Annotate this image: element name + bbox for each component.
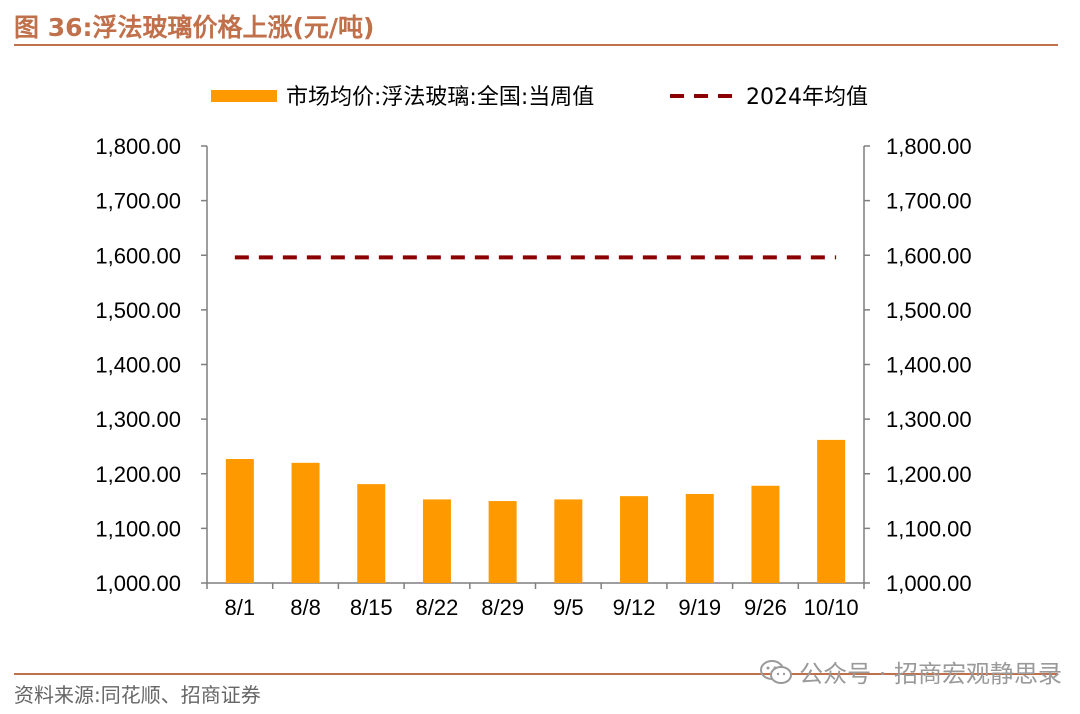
bar [817, 439, 846, 583]
bar [751, 485, 780, 583]
watermark-text: 公众号 · 招商宏观静思录 [799, 660, 1062, 688]
wechat-icon [760, 659, 793, 684]
bar [554, 499, 583, 583]
legend-bar-swatch [211, 90, 277, 102]
y-tick-label-right: 1,800.00 [886, 134, 972, 159]
watermark: 公众号 · 招商宏观静思录 [759, 654, 1062, 689]
bar [488, 501, 517, 583]
x-tick-label: 8/15 [350, 595, 393, 620]
legend-line-label: 2024年均值 [746, 85, 868, 110]
y-tick-label-right: 1,000.00 [886, 571, 972, 596]
y-tick-label-right: 1,200.00 [886, 462, 972, 487]
x-tick-label: 9/5 [553, 595, 584, 620]
source-note: 资料来源:同花顺、招商证券 [14, 683, 261, 707]
x-tick-label: 10/10 [804, 595, 859, 620]
bars [225, 439, 846, 583]
y-tick-label-right: 1,300.00 [886, 407, 972, 432]
y-tick-label-right: 1,600.00 [886, 243, 972, 268]
y-tick-label-left: 1,300.00 [95, 407, 181, 432]
y-tick-label-left: 1,200.00 [95, 462, 181, 487]
y-tick-label-right: 1,100.00 [886, 516, 972, 541]
x-tick-label: 8/1 [225, 595, 256, 620]
figure-title: 图 36:浮法玻璃价格上涨(元/吨) [14, 13, 375, 42]
x-tick-label: 9/12 [613, 595, 656, 620]
y-tick-label-left: 1,700.00 [95, 189, 181, 214]
bar [620, 496, 649, 583]
y-tick-label-right: 1,700.00 [886, 189, 972, 214]
x-tick-label: 8/22 [416, 595, 459, 620]
bar [225, 459, 254, 583]
legend: 市场均价:浮法玻璃:全国:当周值 2024年均值 [211, 85, 868, 110]
y-tick-label-left: 1,600.00 [95, 243, 181, 268]
y-tick-label-left: 1,400.00 [95, 353, 181, 378]
legend-bar-label: 市场均价:浮法玻璃:全国:当周值 [286, 85, 594, 110]
chart: 市场均价:浮法玻璃:全国:当周值 2024年均值 8/1 8/8 8/15 8/22 8… [95, 85, 971, 620]
x-tick-label: 9/19 [678, 595, 721, 620]
y-tick-labels: 1,000.00 1,000.00 1,100.00 1,100.00 1,200.00… [95, 134, 971, 596]
x-tick-labels: 8/1 8/8 8/15 8/22 8/29 9/5 9/12 9/19 9/26 10/10 [225, 595, 859, 620]
y-tick-label-left: 1,100.00 [95, 516, 181, 541]
y-tick-label-left: 1,500.00 [95, 298, 181, 323]
bar [422, 499, 451, 583]
x-tick-label: 9/26 [744, 595, 787, 620]
x-tick-label: 8/8 [290, 595, 321, 620]
y-tick-label-right: 1,400.00 [886, 353, 972, 378]
x-tick-label: 8/29 [481, 595, 524, 620]
bar [685, 493, 714, 583]
footer-divider [14, 673, 1058, 675]
bar [291, 462, 320, 583]
header-divider [14, 44, 1058, 46]
bar [357, 484, 386, 583]
y-tick-label-left: 1,800.00 [95, 134, 181, 159]
y-tick-label-right: 1,500.00 [886, 298, 972, 323]
y-tick-label-left: 1,000.00 [95, 571, 181, 596]
